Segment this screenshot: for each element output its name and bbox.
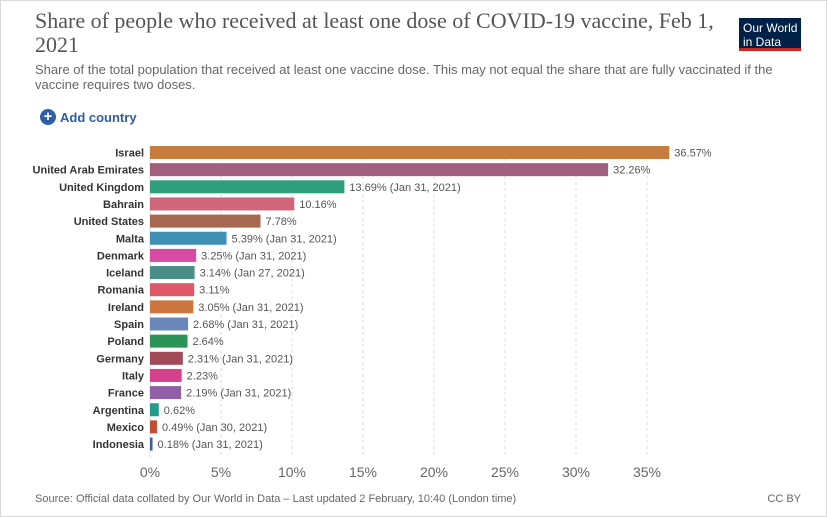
x-tick-label: 25%: [491, 464, 519, 480]
bar[interactable]: [150, 266, 195, 280]
value-label: 2.19% (Jan 31, 2021): [186, 388, 291, 400]
value-label: 13.69% (Jan 31, 2021): [349, 182, 460, 194]
value-label: 3.11%: [199, 285, 230, 297]
category-label[interactable]: Denmark: [97, 250, 145, 262]
bar[interactable]: [150, 180, 345, 194]
value-label: 2.68% (Jan 31, 2021): [193, 319, 298, 331]
category-label[interactable]: Italy: [122, 370, 145, 382]
bar[interactable]: [150, 163, 609, 177]
value-label: 10.16%: [299, 199, 337, 211]
value-label: 7.78%: [265, 216, 296, 228]
bar[interactable]: [150, 420, 157, 434]
bar[interactable]: [150, 317, 189, 331]
category-label[interactable]: Argentina: [93, 405, 145, 417]
x-tick-label: 5%: [211, 464, 231, 480]
value-label: 32.26%: [613, 165, 651, 177]
value-label: 2.64%: [192, 336, 223, 348]
category-label[interactable]: Iceland: [106, 268, 144, 280]
owid-logo[interactable]: Our World in Data: [739, 18, 801, 51]
bar[interactable]: [150, 248, 197, 262]
category-label[interactable]: Poland: [107, 336, 144, 348]
add-country-button[interactable]: + Add country: [40, 108, 137, 126]
x-tick-label: 20%: [420, 464, 448, 480]
category-label[interactable]: Malta: [116, 233, 145, 245]
x-tick-label: 0%: [140, 464, 160, 480]
value-label: 3.14% (Jan 27, 2021): [200, 268, 305, 280]
value-label: 0.62%: [164, 405, 195, 417]
category-label[interactable]: Germany: [96, 353, 145, 365]
value-label: 2.23%: [187, 370, 218, 382]
category-label[interactable]: United Kingdom: [59, 182, 144, 194]
add-country-label: Add country: [60, 109, 137, 125]
x-tick-label: 30%: [562, 464, 590, 480]
value-label: 3.05% (Jan 31, 2021): [198, 302, 303, 314]
value-label: 2.31% (Jan 31, 2021): [188, 353, 293, 365]
x-tick-label: 35%: [633, 464, 661, 480]
category-label[interactable]: Bahrain: [103, 199, 144, 211]
bar[interactable]: [150, 386, 182, 400]
bar[interactable]: [150, 146, 670, 159]
category-label[interactable]: Spain: [114, 319, 144, 331]
category-labels: Israel United Arab Emirates United Kingdom…: [33, 148, 145, 452]
bar[interactable]: [150, 197, 295, 211]
x-tick-label: 10%: [278, 464, 306, 480]
category-label[interactable]: Romania: [98, 285, 145, 297]
logo-text-line1: Our World: [743, 21, 798, 35]
logo-accent-bar: [739, 48, 801, 51]
plus-circle-icon: +: [40, 109, 56, 125]
value-label: 0.49% (Jan 30, 2021): [162, 422, 267, 434]
category-label[interactable]: France: [108, 388, 144, 400]
source-note: Source: Official data collated by Our Wo…: [35, 493, 517, 505]
value-label: 0.18% (Jan 31, 2021): [158, 439, 263, 451]
bar[interactable]: [150, 231, 227, 245]
bar[interactable]: [150, 334, 188, 348]
x-axis-ticks: 0% 5% 10% 15% 20% 25% 30% 35%: [140, 464, 661, 480]
category-label[interactable]: United Arab Emirates: [33, 165, 144, 177]
category-label[interactable]: Indonesia: [93, 439, 145, 451]
value-label: 36.57%: [674, 148, 712, 160]
value-labels: 36.57% 32.26% 13.69% (Jan 31, 2021) 10.16%7…: [158, 148, 712, 452]
category-label[interactable]: United States: [74, 216, 144, 228]
logo-text-line2: in Data: [743, 35, 782, 49]
bar[interactable]: [150, 403, 159, 417]
value-label: 5.39% (Jan 31, 2021): [232, 233, 337, 245]
bar[interactable]: [150, 351, 183, 365]
category-label[interactable]: Ireland: [108, 302, 144, 314]
chart-subtitle: Share of the total population that recei…: [35, 62, 773, 92]
bars: [150, 146, 670, 451]
value-label: 3.25% (Jan 31, 2021): [201, 250, 306, 262]
category-label[interactable]: Israel: [115, 148, 144, 160]
bar[interactable]: [150, 283, 195, 297]
bar[interactable]: [150, 300, 194, 314]
x-tick-label: 15%: [349, 464, 377, 480]
bar[interactable]: [150, 437, 153, 451]
category-label[interactable]: Mexico: [107, 422, 145, 434]
bar[interactable]: [150, 368, 182, 382]
chart-title: Share of people who received at least on…: [35, 8, 714, 57]
bar[interactable]: [150, 214, 261, 228]
license-link[interactable]: CC BY: [767, 493, 801, 505]
